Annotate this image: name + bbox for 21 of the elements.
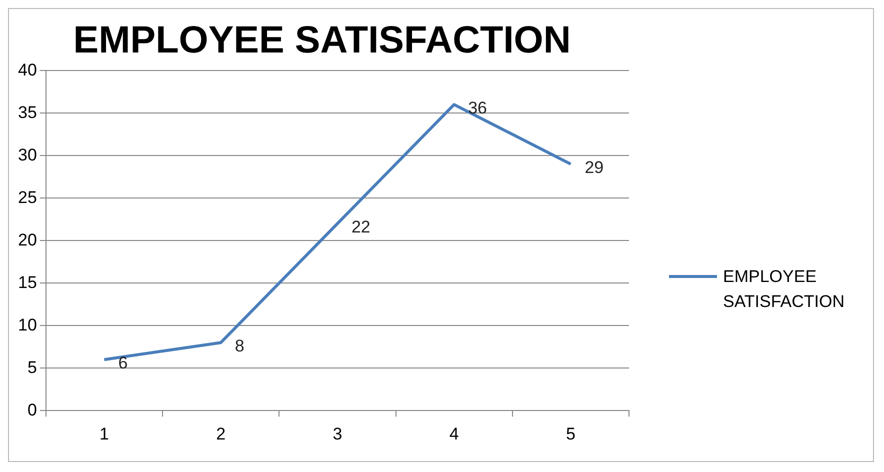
y-tick-label: 30 — [18, 145, 37, 164]
y-tick-label: 35 — [18, 102, 37, 122]
y-tick-label: 0 — [27, 400, 37, 420]
x-tick-label: 4 — [449, 424, 459, 444]
y-tick-label: 15 — [18, 272, 37, 292]
legend-label: EMPLOYEE SATISFACTION — [723, 266, 846, 313]
data-label: 36 — [468, 98, 487, 118]
y-tick-label: 25 — [18, 188, 37, 207]
x-tick-label: 3 — [332, 424, 342, 444]
data-label: 29 — [584, 158, 604, 177]
y-tick-label: 10 — [18, 315, 37, 334]
chart-title: EMPLOYEE SATISFACTION — [73, 19, 571, 62]
data-label: 6 — [118, 353, 128, 372]
y-tick-label: 40 — [18, 60, 37, 80]
y-tick-label: 20 — [18, 230, 37, 250]
x-tick-label: 5 — [566, 424, 576, 444]
x-tick-label: 2 — [216, 424, 226, 444]
data-label: 22 — [351, 217, 370, 236]
y-tick-label: 5 — [27, 358, 37, 377]
x-tick-label: 1 — [99, 424, 109, 444]
data-label: 8 — [234, 336, 244, 356]
